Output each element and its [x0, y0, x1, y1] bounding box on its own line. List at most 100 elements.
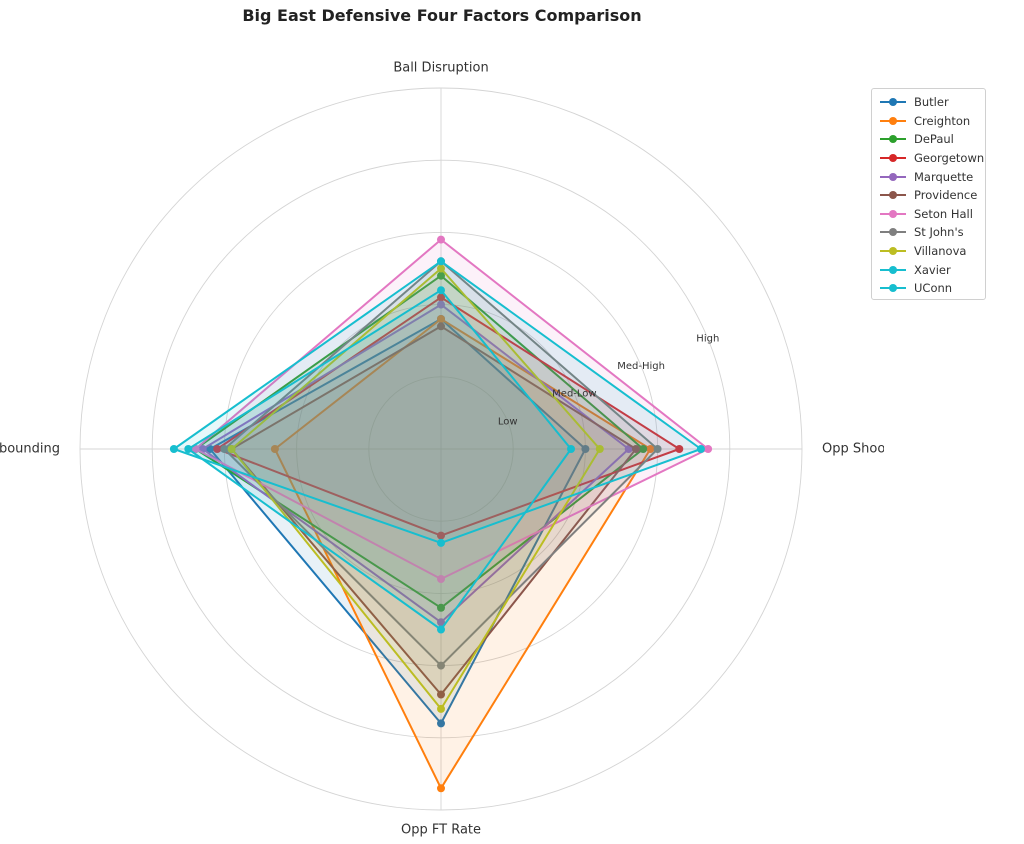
series-point [206, 445, 214, 453]
series-point [437, 625, 445, 634]
legend-item: Creighton [880, 112, 985, 131]
legend-label: Providence [914, 188, 978, 203]
series-point [437, 661, 445, 670]
legend-item: UConn [880, 279, 985, 298]
legend-item: Xavier [880, 260, 985, 279]
series-area [173, 261, 701, 543]
series-point [213, 445, 222, 453]
series-point [437, 603, 445, 612]
axis-labels: Low Med-Low Med-High High Ball Disruption Opp… [0, 61, 884, 838]
legend-item: Villanova [880, 242, 985, 261]
legend-item: Georgetown [880, 149, 985, 168]
legend-swatch [880, 265, 906, 275]
axis-label: Ball Disruption [393, 61, 488, 76]
legend-swatch [880, 97, 906, 107]
legend-marker [889, 154, 897, 163]
legend-swatch [880, 116, 906, 126]
series-point [169, 445, 178, 453]
series-point [704, 445, 713, 453]
series-area [202, 304, 629, 623]
series-point [653, 445, 662, 453]
legend-marker [889, 98, 897, 107]
axis-label: Opp Shooting [822, 442, 884, 457]
series-point [675, 445, 684, 453]
legend-swatch [880, 153, 906, 163]
legend-item: DePaul [880, 130, 985, 149]
series-point [581, 445, 590, 453]
series-area [188, 290, 572, 630]
legend-swatch [880, 190, 906, 200]
series-area [195, 275, 644, 608]
legend-label: UConn [914, 281, 953, 296]
axis-label: Opp FT Rate [401, 823, 481, 838]
ring-label: Med-Low [552, 389, 596, 400]
series-point [437, 575, 445, 583]
series-point [437, 235, 445, 244]
legend-item: Marquette [880, 167, 985, 186]
legend-label: Xavier [914, 262, 951, 277]
legend-marker [889, 191, 897, 200]
series-area [217, 297, 680, 536]
series-point [646, 445, 655, 453]
ring-label: Med-High [617, 361, 665, 372]
series-point [437, 322, 445, 331]
series-area [274, 319, 651, 789]
series-point [437, 286, 445, 295]
legend-label: Seton Hall [914, 206, 973, 221]
series-point [437, 704, 445, 713]
ring-label: Low [498, 416, 518, 427]
series-point [624, 445, 633, 453]
series-point [437, 293, 445, 302]
radar-chart: Low Med-Low Med-High High Ball Disruption Opp… [0, 61, 884, 838]
series-point [227, 445, 236, 453]
series-point [437, 264, 445, 273]
legend-swatch [880, 209, 906, 219]
legend-label: Butler [914, 95, 949, 110]
legend-swatch [880, 246, 906, 256]
series-area [210, 319, 586, 724]
series-area [195, 239, 709, 579]
series-point [220, 445, 229, 453]
legend-marker [889, 247, 897, 256]
legend-marker [889, 284, 897, 293]
legend-marker [889, 209, 897, 218]
legend-marker [889, 172, 897, 181]
legend-item: Providence [880, 186, 985, 205]
series-point [567, 445, 575, 453]
legend-item: Butler [880, 93, 985, 112]
legend-label: Georgetown [914, 151, 985, 166]
legend-swatch [880, 227, 906, 237]
legend-marker [889, 135, 897, 144]
series-point [437, 538, 445, 547]
chart-title: Big East Defensive Four Factors Comparis… [242, 6, 642, 25]
series-point [437, 271, 445, 280]
legend: Butler Creighton DePaul Georgetown Marquette… [871, 88, 986, 300]
series-point [437, 315, 445, 323]
legend-label: Marquette [914, 169, 974, 184]
series-point [437, 300, 445, 309]
series-point [639, 445, 648, 453]
legend-marker [889, 116, 897, 125]
axis-label: Def Rebounding [0, 442, 60, 457]
legend-marker [889, 265, 897, 274]
ring-label: High [696, 334, 719, 345]
series-point [184, 445, 193, 453]
series-point [437, 784, 445, 793]
series-point [437, 531, 445, 540]
legend-marker [889, 228, 897, 237]
legend-swatch [880, 172, 906, 182]
legend-label: Creighton [914, 113, 971, 128]
legend-item: St John's [880, 223, 985, 242]
series-point [437, 719, 445, 728]
series-area [231, 326, 636, 695]
series-point [437, 690, 445, 699]
legend-swatch [880, 283, 906, 293]
series-point [437, 257, 445, 266]
series-layer [169, 235, 713, 793]
legend-swatch [880, 134, 906, 144]
series-point [696, 445, 705, 453]
legend-label: Villanova [914, 244, 967, 259]
series-point [595, 445, 604, 453]
series-point [631, 445, 640, 453]
series-point [270, 445, 279, 453]
